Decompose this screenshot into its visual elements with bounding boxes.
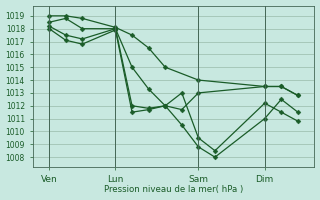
X-axis label: Pression niveau de la mer( hPa ): Pression niveau de la mer( hPa ) (104, 185, 243, 194)
